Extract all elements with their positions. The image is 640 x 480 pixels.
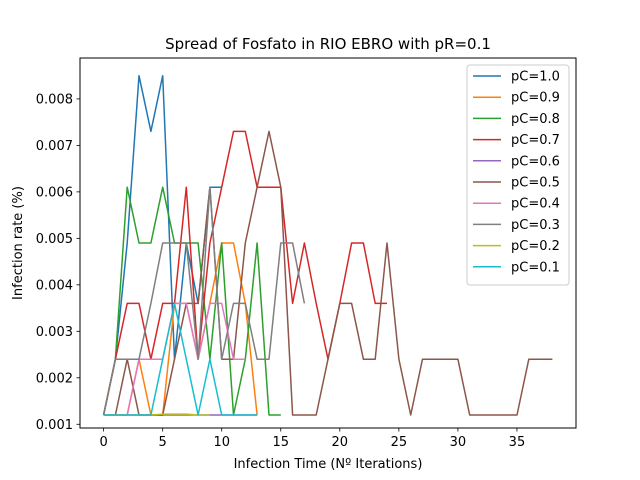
y-tick-label: 0.008	[36, 92, 73, 107]
legend: pC=1.0 pC=0.9 pC=0.8 pC=0.7 pC=0.6 pC=0.5 pC=0…	[466, 64, 570, 286]
y-tick-label: 0.002	[36, 371, 73, 386]
series-line-pc-0-3	[102, 186, 306, 416]
legend-label: pC=0.5	[511, 176, 560, 191]
legend-label: pC=1.0	[511, 70, 560, 85]
legend-label: pC=0.9	[511, 91, 560, 106]
legend-box	[466, 64, 570, 286]
plot-area	[102, 74, 553, 416]
y-axis: 0.001 0.002 0.003 0.004 0.005 0.006 0.007 0.008	[36, 92, 80, 433]
chart-title: Spread of Fosfato in RIO EBRO with pR=0.…	[165, 35, 491, 53]
legend-label: pC=0.1	[511, 260, 560, 275]
legend-label: pC=0.7	[511, 133, 560, 148]
legend-label: pC=0.6	[511, 154, 560, 169]
plot-frame	[79, 57, 577, 429]
x-axis-label: Infection Time (Nº Iterations)	[234, 457, 423, 472]
x-axis: 0 5 10 15 20 25 30 35	[99, 428, 525, 450]
legend-label: pC=0.3	[511, 218, 560, 233]
series-line-pc-0-5	[103, 130, 553, 416]
y-tick-label: 0.001	[36, 418, 73, 433]
series-line-pc-0-1	[103, 302, 258, 416]
legend-label: pC=0.8	[511, 112, 560, 127]
x-tick-label: 10	[213, 435, 230, 450]
y-tick-label: 0.007	[36, 139, 73, 154]
x-tick-label: 25	[391, 435, 408, 450]
x-tick-label: 0	[99, 435, 107, 450]
x-tick-label: 5	[159, 435, 167, 450]
x-tick-label: 20	[332, 435, 349, 450]
y-tick-label: 0.004	[36, 278, 73, 293]
series-line-pc-0-8	[102, 186, 281, 416]
y-tick-label: 0.005	[36, 232, 73, 247]
legend-label: pC=0.2	[511, 239, 560, 254]
y-tick-label: 0.006	[36, 185, 73, 200]
y-tick-label: 0.003	[36, 325, 73, 340]
x-tick-label: 30	[450, 435, 467, 450]
legend-label: pC=0.4	[511, 197, 560, 212]
y-axis-label: Infection rate (%)	[11, 186, 26, 300]
x-tick-label: 35	[509, 435, 526, 450]
x-tick-label: 15	[272, 435, 289, 450]
